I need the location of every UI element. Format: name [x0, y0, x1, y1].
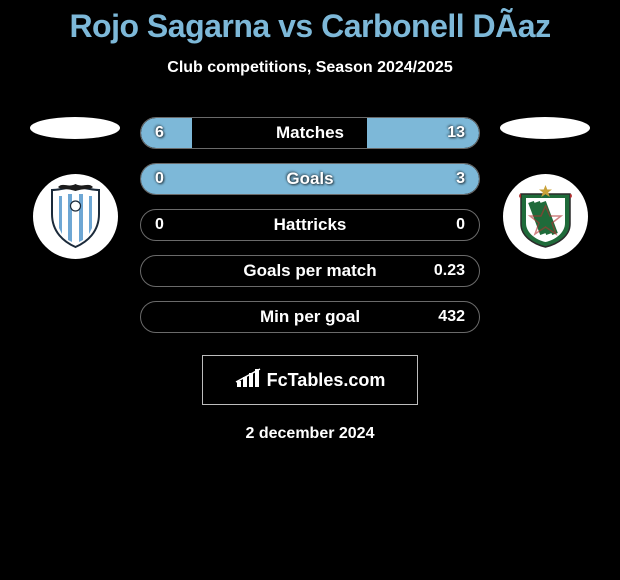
- stat-value-right: 13: [447, 124, 465, 142]
- stat-row: 0 Goals 3: [140, 163, 480, 195]
- right-side: [500, 117, 590, 259]
- stat-value-right: 0.23: [434, 262, 465, 280]
- stat-label: Matches: [276, 123, 344, 143]
- stat-row: Min per goal 432: [140, 301, 480, 333]
- stat-value-right: 3: [456, 170, 465, 188]
- shield-icon: [48, 184, 103, 249]
- date-label: 2 december 2024: [0, 425, 620, 443]
- club-logo-right: [503, 174, 588, 259]
- comparison-card: Rojo Sagarna vs Carbonell DÃ­az Club com…: [0, 0, 620, 443]
- stat-label: Min per goal: [260, 307, 360, 327]
- stat-value-right: 432: [438, 308, 465, 326]
- main-row: 6 Matches 13 0 Goals 3 0 Hattricks 0 Goals per ma…: [0, 117, 620, 333]
- subtitle: Club competitions, Season 2024/2025: [0, 59, 620, 77]
- stat-value-right: 0: [456, 216, 465, 234]
- stat-value-left: 6: [155, 124, 164, 142]
- player-placeholder-right: [500, 117, 590, 139]
- brand-box: FcTables.com: [202, 355, 418, 405]
- stat-label: Goals: [286, 169, 333, 189]
- page-title: Rojo Sagarna vs Carbonell DÃ­az: [0, 8, 620, 45]
- shield-icon: [513, 184, 578, 249]
- stat-fill-left: [141, 118, 192, 148]
- stat-row: Goals per match 0.23: [140, 255, 480, 287]
- stat-label: Goals per match: [243, 261, 376, 281]
- bar-chart-icon: [235, 367, 261, 394]
- stat-value-left: 0: [155, 170, 164, 188]
- brand-label: FcTables.com: [267, 370, 386, 391]
- club-logo-left: [33, 174, 118, 259]
- left-side: [30, 117, 120, 259]
- stat-row: 0 Hattricks 0: [140, 209, 480, 241]
- stats-column: 6 Matches 13 0 Goals 3 0 Hattricks 0 Goals per ma…: [140, 117, 480, 333]
- stat-label: Hattricks: [274, 215, 347, 235]
- stat-row: 6 Matches 13: [140, 117, 480, 149]
- stat-value-left: 0: [155, 216, 164, 234]
- player-placeholder-left: [30, 117, 120, 139]
